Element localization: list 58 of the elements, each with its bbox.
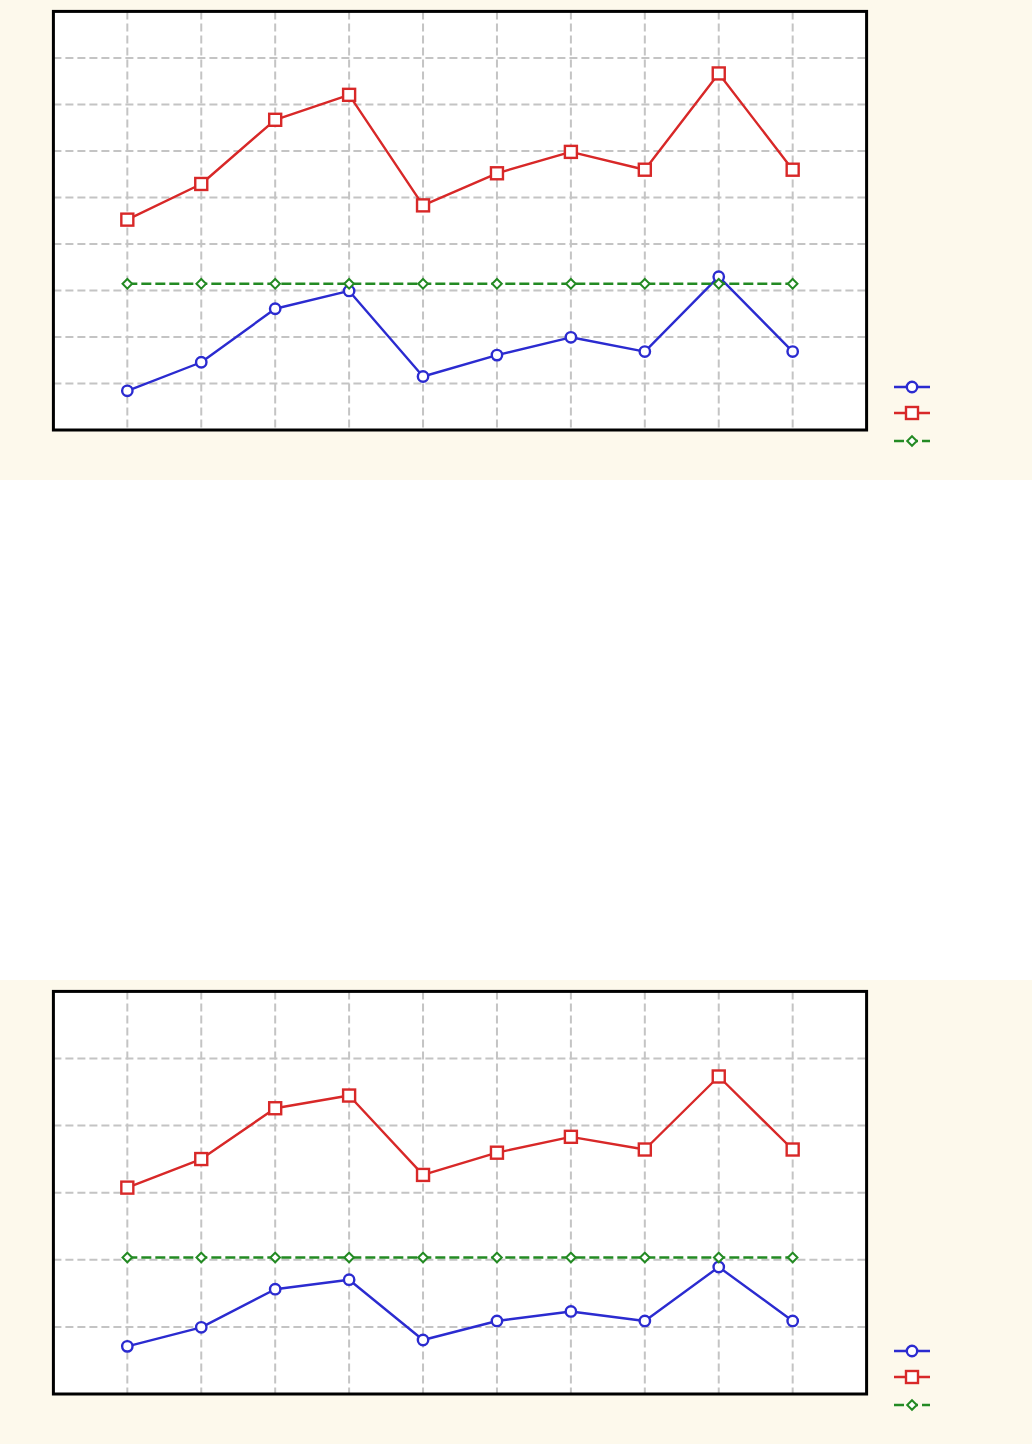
point bbox=[120, 1180, 135, 1195]
point bbox=[268, 1282, 282, 1296]
point bbox=[786, 345, 800, 358]
point bbox=[341, 1088, 357, 1103]
point bbox=[416, 1333, 430, 1347]
point bbox=[120, 1339, 134, 1353]
point bbox=[565, 278, 577, 290]
point bbox=[638, 345, 652, 358]
point bbox=[194, 1151, 209, 1167]
point bbox=[639, 1251, 651, 1264]
point bbox=[712, 1251, 725, 1264]
point bbox=[785, 162, 800, 177]
point bbox=[269, 278, 281, 290]
point bbox=[342, 1273, 356, 1287]
point bbox=[417, 278, 429, 290]
point bbox=[120, 384, 134, 398]
point bbox=[490, 348, 504, 362]
point bbox=[563, 144, 579, 160]
point bbox=[489, 1145, 505, 1160]
point bbox=[563, 1129, 579, 1145]
point bbox=[194, 176, 209, 192]
point bbox=[639, 278, 651, 290]
point bbox=[711, 1069, 726, 1084]
point bbox=[120, 212, 135, 227]
point bbox=[417, 1251, 429, 1264]
point bbox=[121, 278, 134, 290]
point bbox=[712, 278, 725, 290]
point bbox=[637, 1142, 653, 1157]
point bbox=[637, 162, 653, 177]
point bbox=[489, 166, 505, 181]
point bbox=[415, 198, 431, 213]
point bbox=[343, 1251, 355, 1264]
point bbox=[415, 1167, 431, 1183]
point bbox=[195, 278, 208, 290]
point bbox=[564, 1305, 578, 1318]
point bbox=[194, 355, 208, 369]
point bbox=[269, 1251, 281, 1264]
point bbox=[564, 330, 578, 344]
point bbox=[268, 302, 282, 316]
point bbox=[786, 1251, 799, 1264]
point bbox=[711, 66, 726, 81]
point bbox=[267, 1101, 283, 1116]
point bbox=[343, 278, 355, 290]
point bbox=[786, 278, 799, 290]
point bbox=[491, 278, 503, 290]
point bbox=[638, 1314, 652, 1328]
point bbox=[785, 1142, 800, 1157]
point bbox=[341, 87, 357, 103]
point bbox=[712, 1260, 726, 1274]
point bbox=[121, 1251, 134, 1264]
point bbox=[416, 370, 430, 383]
point bbox=[267, 112, 283, 127]
point bbox=[491, 1251, 503, 1264]
point bbox=[490, 1314, 504, 1328]
point bbox=[565, 1251, 577, 1264]
point bbox=[786, 1314, 800, 1328]
point bbox=[194, 1320, 208, 1334]
point bbox=[195, 1251, 208, 1264]
